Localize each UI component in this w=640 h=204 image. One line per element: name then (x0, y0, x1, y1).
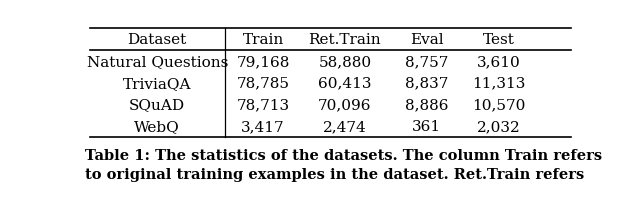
Text: Ret.Train: Ret.Train (308, 33, 381, 47)
Text: 79,168: 79,168 (236, 55, 290, 69)
Text: WebQ: WebQ (134, 120, 180, 134)
Text: Eval: Eval (410, 33, 444, 47)
Text: 8,837: 8,837 (405, 76, 449, 90)
Text: 361: 361 (412, 120, 441, 134)
Text: 8,886: 8,886 (405, 98, 449, 112)
Text: Test: Test (483, 33, 515, 47)
Text: Natural Questions: Natural Questions (86, 55, 228, 69)
Text: 2,474: 2,474 (323, 120, 367, 134)
Text: SQuAD: SQuAD (129, 98, 186, 112)
Text: 10,570: 10,570 (472, 98, 525, 112)
Text: 58,880: 58,880 (318, 55, 371, 69)
Text: 8,757: 8,757 (405, 55, 449, 69)
Text: 70,096: 70,096 (318, 98, 372, 112)
Text: 3,417: 3,417 (241, 120, 285, 134)
Text: 78,785: 78,785 (237, 76, 290, 90)
Text: Train: Train (243, 33, 284, 47)
Text: Dataset: Dataset (127, 33, 187, 47)
Text: 60,413: 60,413 (318, 76, 372, 90)
Text: 2,032: 2,032 (477, 120, 521, 134)
Text: TriviaQA: TriviaQA (123, 76, 191, 90)
Text: 11,313: 11,313 (472, 76, 525, 90)
Text: 78,713: 78,713 (237, 98, 290, 112)
Text: Table 1: The statistics of the datasets. The column Train refers: Table 1: The statistics of the datasets.… (85, 148, 602, 162)
Text: to original training examples in the dataset. Ret.Train refers: to original training examples in the dat… (85, 167, 584, 181)
Text: 3,610: 3,610 (477, 55, 521, 69)
